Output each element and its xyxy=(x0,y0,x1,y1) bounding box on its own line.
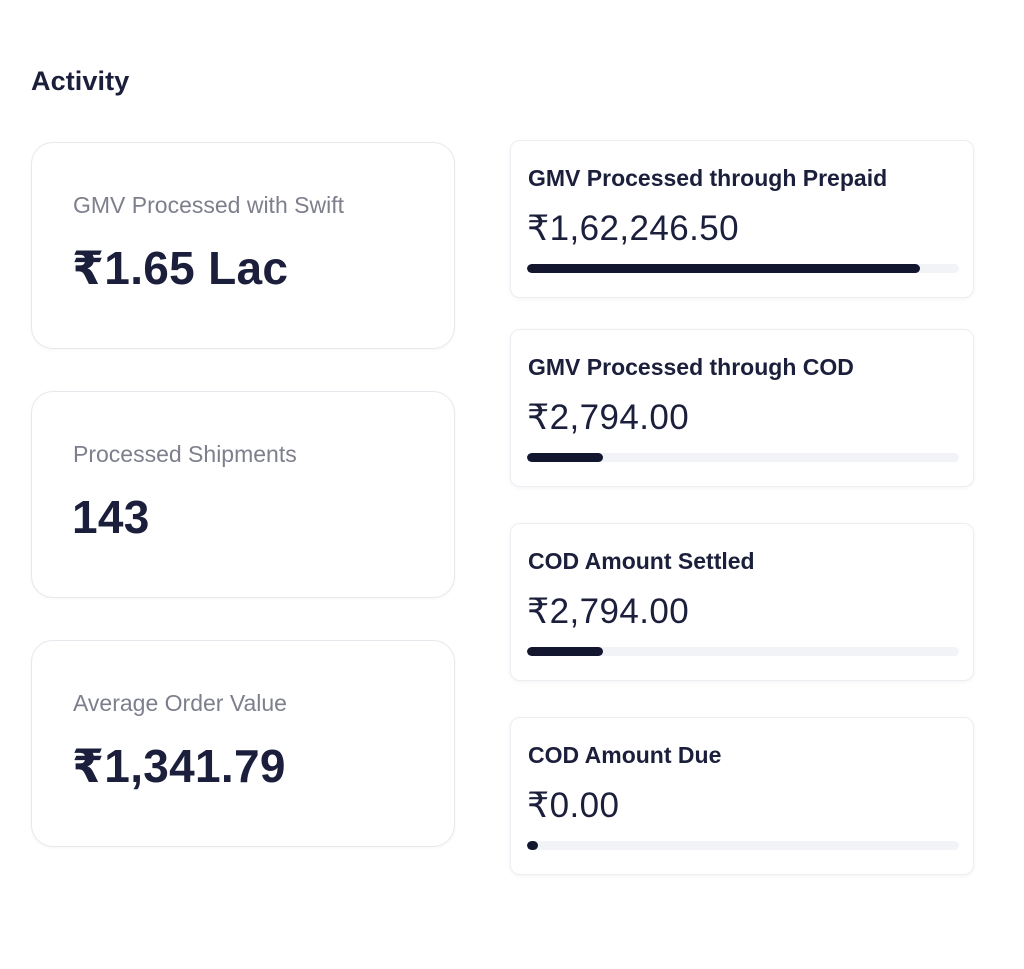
processed-shipments-label: Processed Shipments xyxy=(73,441,297,467)
cod-settled-card: COD Amount Settled ₹2,794.00 xyxy=(510,523,974,681)
gmv-swift-card: GMV Processed with Swift ₹1.65 Lac xyxy=(31,142,455,349)
cod-due-progress-track xyxy=(527,841,959,850)
cod-settled-progress-fill xyxy=(527,647,603,656)
gmv-prepaid-card: GMV Processed through Prepaid ₹1,62,246.… xyxy=(510,140,974,298)
gmv-prepaid-progress-fill xyxy=(527,264,921,273)
average-order-value-label: Average Order Value xyxy=(73,690,287,716)
average-order-value-card: Average Order Value ₹1,341.79 xyxy=(31,640,455,847)
gmv-cod-label: GMV Processed through COD xyxy=(528,354,854,380)
cod-settled-value: ₹2,794.00 xyxy=(527,592,690,631)
gmv-cod-value: ₹2,794.00 xyxy=(527,398,690,437)
cod-due-progress-fill xyxy=(527,841,538,850)
cod-settled-progress-track xyxy=(527,647,959,656)
cod-due-card: COD Amount Due ₹0.00 xyxy=(510,717,974,875)
gmv-prepaid-value: ₹1,62,246.50 xyxy=(527,209,739,248)
gmv-cod-card: GMV Processed through COD ₹2,794.00 xyxy=(510,329,974,487)
gmv-swift-label: GMV Processed with Swift xyxy=(73,192,344,218)
average-order-value-value: ₹1,341.79 xyxy=(72,740,286,792)
cod-settled-label: COD Amount Settled xyxy=(528,548,755,574)
processed-shipments-card: Processed Shipments 143 xyxy=(31,391,455,598)
gmv-swift-value: ₹1.65 Lac xyxy=(72,242,289,294)
cod-due-label: COD Amount Due xyxy=(528,742,722,768)
gmv-cod-progress-fill xyxy=(527,453,603,462)
gmv-prepaid-progress-track xyxy=(527,264,959,273)
processed-shipments-value: 143 xyxy=(72,491,150,543)
gmv-prepaid-label: GMV Processed through Prepaid xyxy=(528,165,888,191)
section-title: Activity xyxy=(31,66,130,96)
gmv-cod-progress-track xyxy=(527,453,959,462)
cod-due-value: ₹0.00 xyxy=(527,786,620,825)
